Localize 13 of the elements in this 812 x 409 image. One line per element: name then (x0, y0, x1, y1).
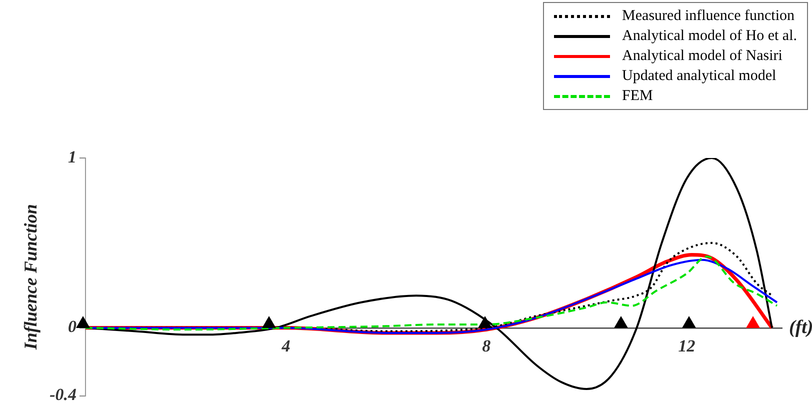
legend-label: Analytical model of Nasiri (622, 47, 782, 66)
y-axis-title: Influence Function (20, 204, 40, 351)
legend-label: FEM (622, 87, 653, 106)
x-axis-title: (ft) (789, 316, 812, 338)
x-tick-label: 12 (678, 336, 696, 356)
y-tick-label: -0.4 (50, 385, 77, 404)
legend-label: Analytical model of Ho et al. (622, 27, 797, 46)
legend-label: Updated analytical model (622, 67, 776, 86)
y-tick-label: 0 (68, 317, 78, 336)
y-tick-label: 1 (68, 147, 77, 166)
x-tick-label: 8 (482, 336, 492, 356)
legend-label: Measured influence function (622, 7, 794, 26)
x-tick-label: 4 (280, 336, 290, 356)
